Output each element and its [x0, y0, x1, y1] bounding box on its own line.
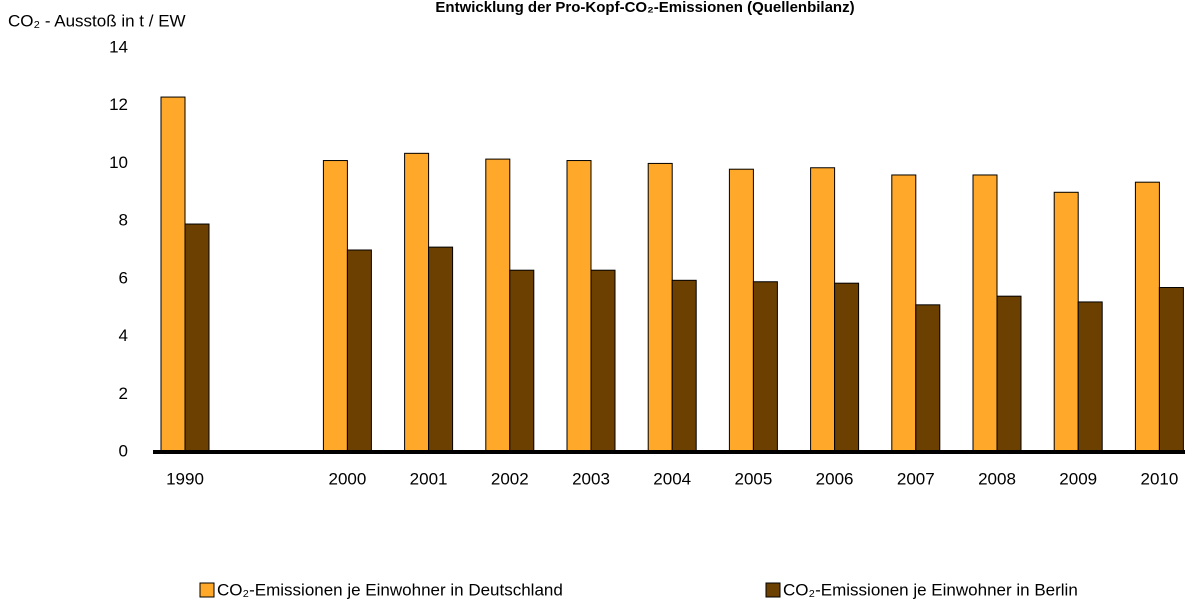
bar [728, 168, 754, 453]
legend-swatch [199, 582, 215, 598]
x-tick-label: 2008 [978, 469, 1016, 488]
x-tick-label: 2007 [897, 469, 935, 488]
x-tick-label: 2004 [653, 469, 691, 488]
bar [485, 158, 511, 453]
bar [1053, 191, 1079, 453]
bar [671, 279, 697, 453]
y-axis-label: CO₂ - Ausstoß in t / EW [8, 11, 186, 30]
bar [810, 167, 836, 453]
x-tick-label: 2009 [1059, 469, 1097, 488]
x-tick-label: 2001 [410, 469, 448, 488]
bar [647, 162, 673, 453]
legend-swatch [765, 582, 781, 598]
bar [566, 160, 592, 453]
bar [915, 304, 941, 453]
bar [972, 174, 998, 453]
y-tick-label: 6 [119, 268, 128, 287]
bar [428, 246, 454, 453]
x-tick-label: 1990 [166, 469, 204, 488]
y-tick-label: 4 [119, 326, 128, 345]
bar [1077, 301, 1103, 453]
x-tick-label: 2002 [491, 469, 529, 488]
legend-label: CO₂-Emissionen je Einwohner in Berlin [783, 580, 1078, 599]
y-tick-label: 2 [119, 384, 128, 403]
x-tick-label: 2006 [816, 469, 854, 488]
bar [160, 96, 186, 453]
x-tick-label: 2005 [734, 469, 772, 488]
y-tick-label: 0 [119, 441, 128, 460]
bar [996, 295, 1022, 453]
x-tick-label: 2003 [572, 469, 610, 488]
bar [1134, 181, 1160, 453]
x-tick-label: 2010 [1140, 469, 1178, 488]
x-tick-label: 2000 [328, 469, 366, 488]
bar [752, 281, 778, 453]
bar [184, 223, 210, 453]
bar [590, 269, 616, 453]
legend-label: CO₂-Emissionen je Einwohner in Deutschla… [217, 580, 563, 599]
bar [346, 249, 372, 453]
bar [404, 152, 430, 453]
y-tick-label: 14 [109, 37, 128, 56]
y-tick-label: 12 [109, 95, 128, 114]
y-tick-label: 8 [119, 211, 128, 230]
bar [322, 160, 348, 453]
bar [509, 269, 535, 453]
y-tick-label: 10 [109, 153, 128, 172]
bar [1158, 287, 1184, 453]
bar [834, 282, 860, 453]
chart-title: Entwicklung der Pro-Kopf-CO₂-Emissionen … [435, 0, 854, 16]
bar [891, 174, 917, 453]
